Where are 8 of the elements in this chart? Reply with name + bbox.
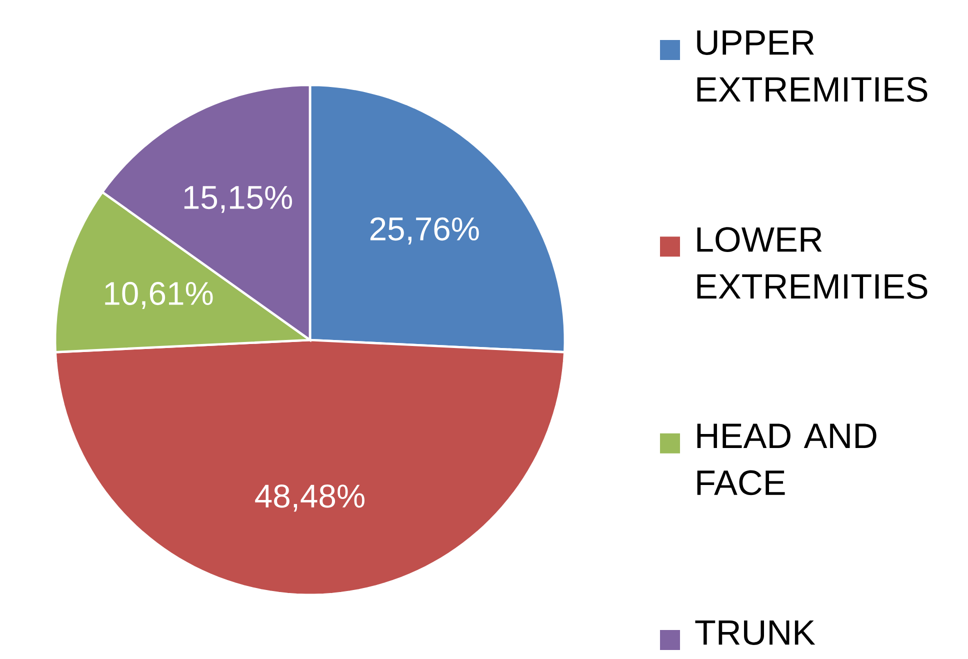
data-label: 48,48% [255,484,364,512]
data-label: 10,61% [105,282,213,309]
legend-label: LOWER EXTREMITIES [697,227,928,299]
legend-label: HEAD AND FACE [697,424,876,496]
data-label: 25,76% [370,217,479,244]
legend-label: TRUNK [695,620,816,645]
legend-label: UPPER EXTREMITIES [697,30,928,102]
data-label: 15,15% [184,186,292,213]
